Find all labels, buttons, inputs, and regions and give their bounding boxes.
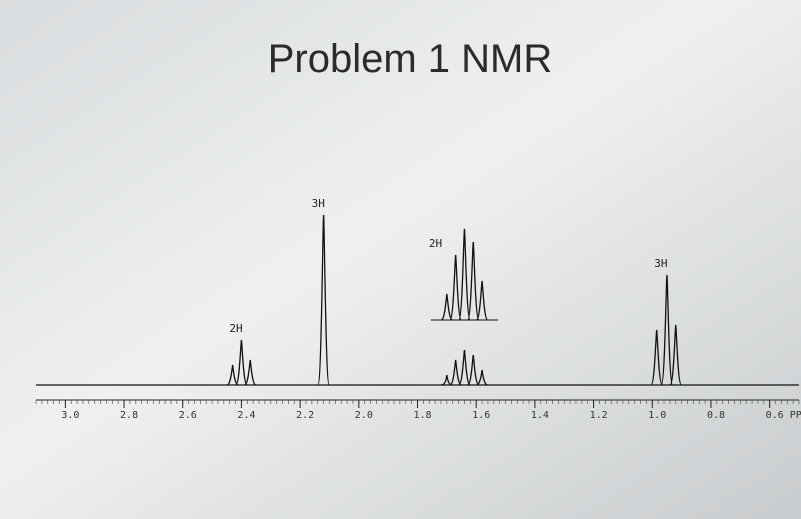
x-tick-label: 2.6 xyxy=(179,410,197,421)
integration-label: 2H xyxy=(229,322,242,335)
peak xyxy=(650,329,663,386)
inset-peak xyxy=(475,280,489,321)
x-tick-label: 1.2 xyxy=(590,410,608,421)
integration-label: 3H xyxy=(654,257,667,270)
x-tick-label: 2.8 xyxy=(120,410,138,421)
x-tick-label: 2.2 xyxy=(296,410,314,421)
peak xyxy=(476,369,488,386)
peak xyxy=(449,359,462,386)
peak xyxy=(441,374,453,386)
integration-label: 3H xyxy=(312,197,325,210)
x-tick-label: 1.4 xyxy=(531,410,549,421)
peak xyxy=(660,274,674,386)
x-tick-label: 1.8 xyxy=(414,410,432,421)
peak xyxy=(235,339,248,386)
x-tick-label: 1.0 xyxy=(648,410,666,421)
inset-peak xyxy=(449,254,462,321)
x-tick-label: 0.6 PPM xyxy=(766,410,801,421)
plot: 3.0 2.8 2.6 2.4 2.2 2.0 1.8 1.6 1.4 1.2 1.0 0.8 0.6 … xyxy=(35,197,801,421)
peak xyxy=(317,214,330,386)
x-tick-label: 2.0 xyxy=(355,410,373,421)
peak xyxy=(244,359,257,386)
inset-peak xyxy=(440,293,453,321)
x-tick-label: 0.8 xyxy=(707,410,725,421)
peak xyxy=(226,364,239,386)
x-tick-label: 2.4 xyxy=(237,410,255,421)
chart-title: Problem 1 NMR xyxy=(268,37,553,81)
x-tick-label: 1.6 xyxy=(472,410,490,421)
peak xyxy=(669,324,682,386)
inset-peak xyxy=(458,228,471,321)
x-tick-label: 3.0 xyxy=(61,410,79,421)
inset-peak xyxy=(467,241,480,321)
integration-label: 2H xyxy=(429,237,442,250)
peak xyxy=(458,349,471,386)
peak xyxy=(467,354,480,386)
